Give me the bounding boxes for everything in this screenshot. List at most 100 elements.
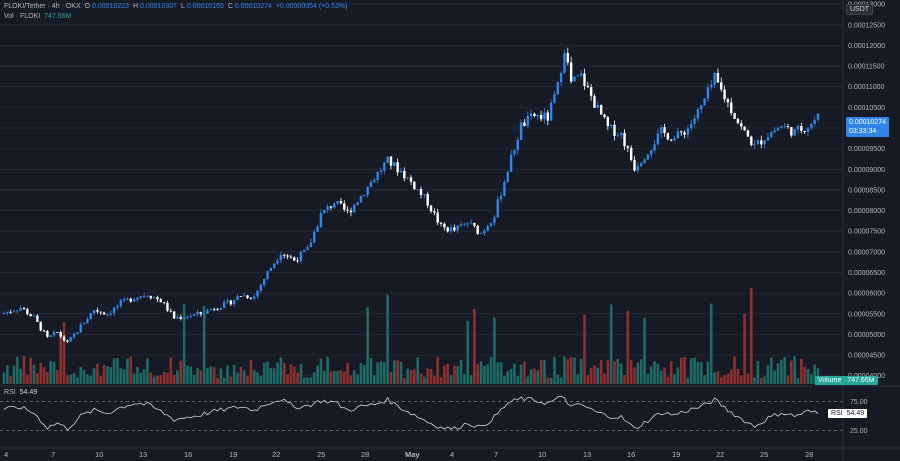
candle[interactable] <box>810 122 813 130</box>
candle[interactable] <box>443 222 446 231</box>
candle[interactable] <box>102 311 106 315</box>
candle[interactable] <box>109 310 112 317</box>
candle[interactable] <box>649 149 653 159</box>
candle[interactable] <box>466 221 469 228</box>
candle[interactable] <box>629 145 633 162</box>
candle[interactable] <box>119 298 122 309</box>
candle[interactable] <box>396 158 399 176</box>
candle[interactable] <box>566 47 569 66</box>
candle[interactable] <box>286 254 289 260</box>
candle[interactable] <box>39 321 42 332</box>
candle[interactable] <box>813 116 816 127</box>
candle[interactable] <box>589 84 593 101</box>
candle[interactable] <box>433 208 436 216</box>
candle[interactable] <box>746 129 750 137</box>
candle[interactable] <box>376 171 379 184</box>
candle[interactable] <box>2 311 6 315</box>
candle[interactable] <box>192 313 196 317</box>
candle[interactable] <box>242 292 246 297</box>
candle[interactable] <box>106 313 109 318</box>
candle[interactable] <box>656 128 660 146</box>
rsi-legend-label[interactable]: RSI <box>4 389 16 396</box>
candle[interactable] <box>780 125 783 129</box>
candle[interactable] <box>383 161 386 175</box>
candle[interactable] <box>6 311 9 316</box>
candle[interactable] <box>172 311 176 319</box>
candle[interactable] <box>416 189 419 191</box>
candle[interactable] <box>229 299 233 307</box>
candle[interactable] <box>690 119 693 131</box>
candle[interactable] <box>670 138 673 142</box>
candle[interactable] <box>189 313 193 319</box>
candle[interactable] <box>269 267 273 271</box>
candle[interactable] <box>176 314 179 320</box>
candle[interactable] <box>303 249 306 253</box>
candle[interactable] <box>146 294 149 298</box>
candle[interactable] <box>182 316 186 320</box>
candle[interactable] <box>276 257 279 265</box>
candle[interactable] <box>499 192 503 203</box>
candle[interactable] <box>413 181 416 190</box>
candle[interactable] <box>773 127 776 134</box>
candle[interactable] <box>643 157 646 164</box>
candle[interactable] <box>316 224 319 232</box>
candle[interactable] <box>429 204 433 214</box>
candle[interactable] <box>49 334 52 338</box>
candle[interactable] <box>323 209 326 214</box>
volume-legend-label[interactable]: Vol · FLOKI <box>4 13 41 20</box>
candle[interactable] <box>816 112 820 122</box>
candle[interactable] <box>646 153 650 161</box>
candle[interactable] <box>246 294 249 299</box>
candle[interactable] <box>129 297 132 303</box>
candle[interactable] <box>132 297 136 303</box>
candle[interactable] <box>266 270 269 281</box>
candle[interactable] <box>46 329 49 338</box>
candle[interactable] <box>222 299 226 309</box>
candle[interactable] <box>459 220 463 228</box>
candle[interactable] <box>343 200 346 212</box>
candle[interactable] <box>523 119 526 127</box>
candle[interactable] <box>339 198 343 205</box>
candle[interactable] <box>122 297 126 303</box>
candle[interactable] <box>519 119 523 141</box>
candle[interactable] <box>783 122 786 129</box>
candle[interactable] <box>116 304 119 310</box>
candle[interactable] <box>696 107 700 122</box>
candle[interactable] <box>723 85 726 103</box>
candle[interactable] <box>563 49 566 75</box>
candle[interactable] <box>66 339 69 343</box>
candle[interactable] <box>219 307 223 311</box>
candle[interactable] <box>202 313 206 316</box>
candle[interactable] <box>206 308 209 314</box>
candle[interactable] <box>720 77 723 92</box>
candle[interactable] <box>419 186 423 199</box>
candle[interactable] <box>666 132 670 141</box>
candle[interactable] <box>616 132 620 138</box>
candle[interactable] <box>253 293 256 301</box>
candle[interactable] <box>633 155 636 172</box>
candle[interactable] <box>309 238 313 248</box>
candle[interactable] <box>706 83 710 102</box>
candle[interactable] <box>259 283 263 294</box>
candle[interactable] <box>439 221 443 227</box>
candle[interactable] <box>653 139 656 154</box>
candle[interactable] <box>469 219 473 225</box>
candle[interactable] <box>766 132 770 141</box>
candle[interactable] <box>363 194 366 197</box>
candle[interactable] <box>239 296 243 298</box>
candle[interactable] <box>603 113 606 119</box>
candle[interactable] <box>166 300 169 313</box>
candle[interactable] <box>479 232 483 235</box>
candle[interactable] <box>369 179 373 188</box>
candle[interactable] <box>483 228 486 236</box>
candle[interactable] <box>493 215 496 226</box>
candle[interactable] <box>212 307 216 312</box>
candle[interactable] <box>386 156 389 164</box>
candle[interactable] <box>599 104 603 115</box>
candle[interactable] <box>673 135 676 142</box>
candle[interactable] <box>283 253 286 259</box>
candle[interactable] <box>196 309 199 317</box>
candle[interactable] <box>509 150 513 172</box>
candle[interactable] <box>513 149 516 157</box>
candle[interactable] <box>796 124 800 134</box>
